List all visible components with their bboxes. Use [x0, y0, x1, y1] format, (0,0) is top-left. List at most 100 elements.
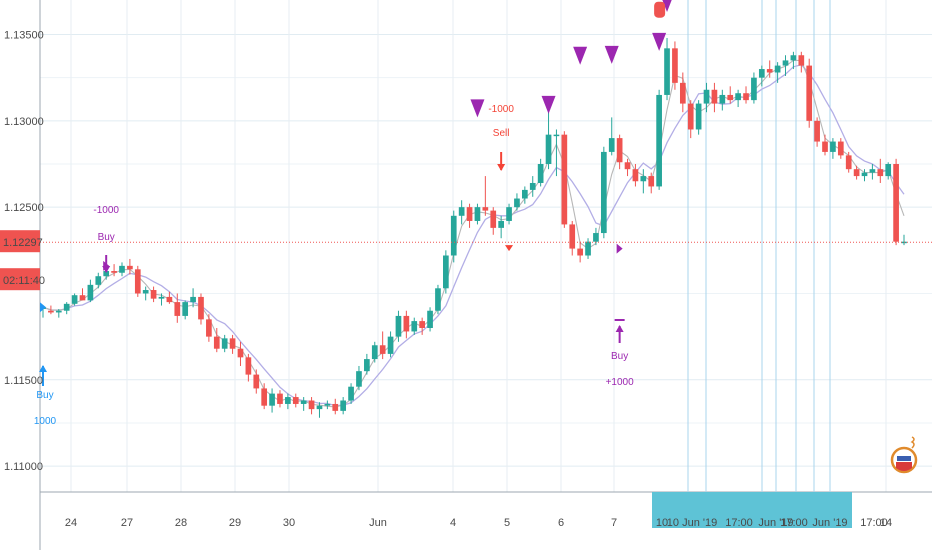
- ma-slow-line: [42, 63, 905, 407]
- candle-body: [450, 215, 457, 256]
- candle-body: [498, 220, 504, 228]
- candle: [640, 169, 647, 194]
- candle: [63, 302, 70, 315]
- candle-body: [656, 94, 662, 187]
- candle-body: [758, 69, 765, 78]
- candle: [782, 55, 789, 76]
- candle-body: [229, 338, 236, 349]
- candle-body: [395, 315, 402, 337]
- logo-flag-blue: [897, 456, 911, 461]
- candle-body: [150, 290, 157, 299]
- candle-body: [142, 290, 149, 294]
- annotation-signal-amount: -1000: [93, 205, 119, 216]
- candle-body: [640, 176, 647, 182]
- candle-body: [506, 207, 512, 221]
- candle-body: [174, 302, 181, 316]
- signal-arrow: [616, 243, 623, 254]
- candle: [529, 176, 536, 197]
- candle-body: [790, 55, 797, 61]
- candle-body: [561, 134, 568, 225]
- candle-body: [261, 388, 268, 406]
- candle-body: [869, 169, 876, 173]
- candle-body: [743, 93, 749, 101]
- candle-body: [253, 374, 260, 389]
- candle-body: [411, 321, 418, 332]
- candle: [356, 365, 362, 391]
- candle-body: [403, 315, 410, 332]
- candle: [506, 203, 512, 225]
- candle: [743, 86, 749, 104]
- candle: [332, 398, 339, 415]
- x-tick-label: 14: [880, 517, 892, 529]
- candle-body: [340, 400, 347, 411]
- candle: [616, 134, 623, 170]
- candle-body: [719, 94, 726, 104]
- ma-fast-line: [42, 59, 905, 408]
- candle-body: [822, 141, 828, 152]
- candle-body: [292, 397, 299, 404]
- candle: [901, 234, 907, 246]
- signal-triangle: [541, 95, 556, 114]
- candle-body: [316, 405, 323, 410]
- candle: [221, 334, 228, 353]
- candle-body: [482, 207, 489, 211]
- candle: [166, 291, 173, 304]
- candle: [672, 41, 678, 90]
- candle: [648, 172, 655, 194]
- candle-body: [490, 210, 497, 228]
- candle: [561, 131, 568, 228]
- candle-body: [735, 93, 741, 101]
- candle-body: [87, 284, 94, 301]
- candle: [679, 72, 686, 113]
- current-price-badge: [0, 230, 40, 253]
- candle: [206, 314, 212, 342]
- candle-body: [182, 302, 189, 316]
- candle: [798, 51, 805, 73]
- candle: [458, 200, 465, 225]
- candle-body: [522, 189, 528, 199]
- candle: [348, 383, 354, 404]
- candle: [656, 89, 662, 190]
- alert-marker: [654, 1, 666, 18]
- candle: [885, 162, 892, 180]
- candle: [119, 262, 125, 277]
- candle: [624, 158, 631, 177]
- annotation-signal-label: Buy: [98, 232, 115, 243]
- candle: [577, 241, 583, 263]
- candle-body: [419, 321, 425, 328]
- signal-triangle: [652, 32, 667, 51]
- candle: [411, 317, 418, 335]
- x-tick-label: 17:00: [725, 517, 753, 529]
- candle-body: [877, 169, 884, 177]
- candle: [450, 210, 457, 263]
- candle: [435, 284, 441, 315]
- candle: [703, 82, 710, 113]
- candle-body: [474, 207, 481, 221]
- candle: [498, 215, 504, 239]
- logo-swirl: [910, 436, 915, 449]
- candle: [482, 176, 489, 216]
- candle: [490, 207, 497, 235]
- candle: [158, 293, 165, 306]
- candle-body: [703, 89, 710, 104]
- candle: [766, 60, 773, 78]
- candle: [514, 193, 520, 211]
- candle: [182, 300, 189, 320]
- logo-flag-red: [896, 462, 912, 471]
- candle: [71, 293, 78, 306]
- candle: [292, 393, 299, 408]
- candle: [379, 331, 386, 360]
- candle: [261, 383, 268, 410]
- candle-body: [664, 48, 670, 95]
- x-tick-label: 4: [450, 517, 456, 529]
- signal-arrow: [505, 245, 514, 252]
- candle: [545, 112, 552, 170]
- candle: [695, 100, 702, 135]
- signal-arrow-up-head: [615, 325, 624, 332]
- candle: [869, 164, 876, 180]
- candle-body: [379, 345, 386, 354]
- candle-body: [221, 338, 228, 349]
- candle-body: [103, 271, 110, 277]
- candle: [427, 307, 433, 332]
